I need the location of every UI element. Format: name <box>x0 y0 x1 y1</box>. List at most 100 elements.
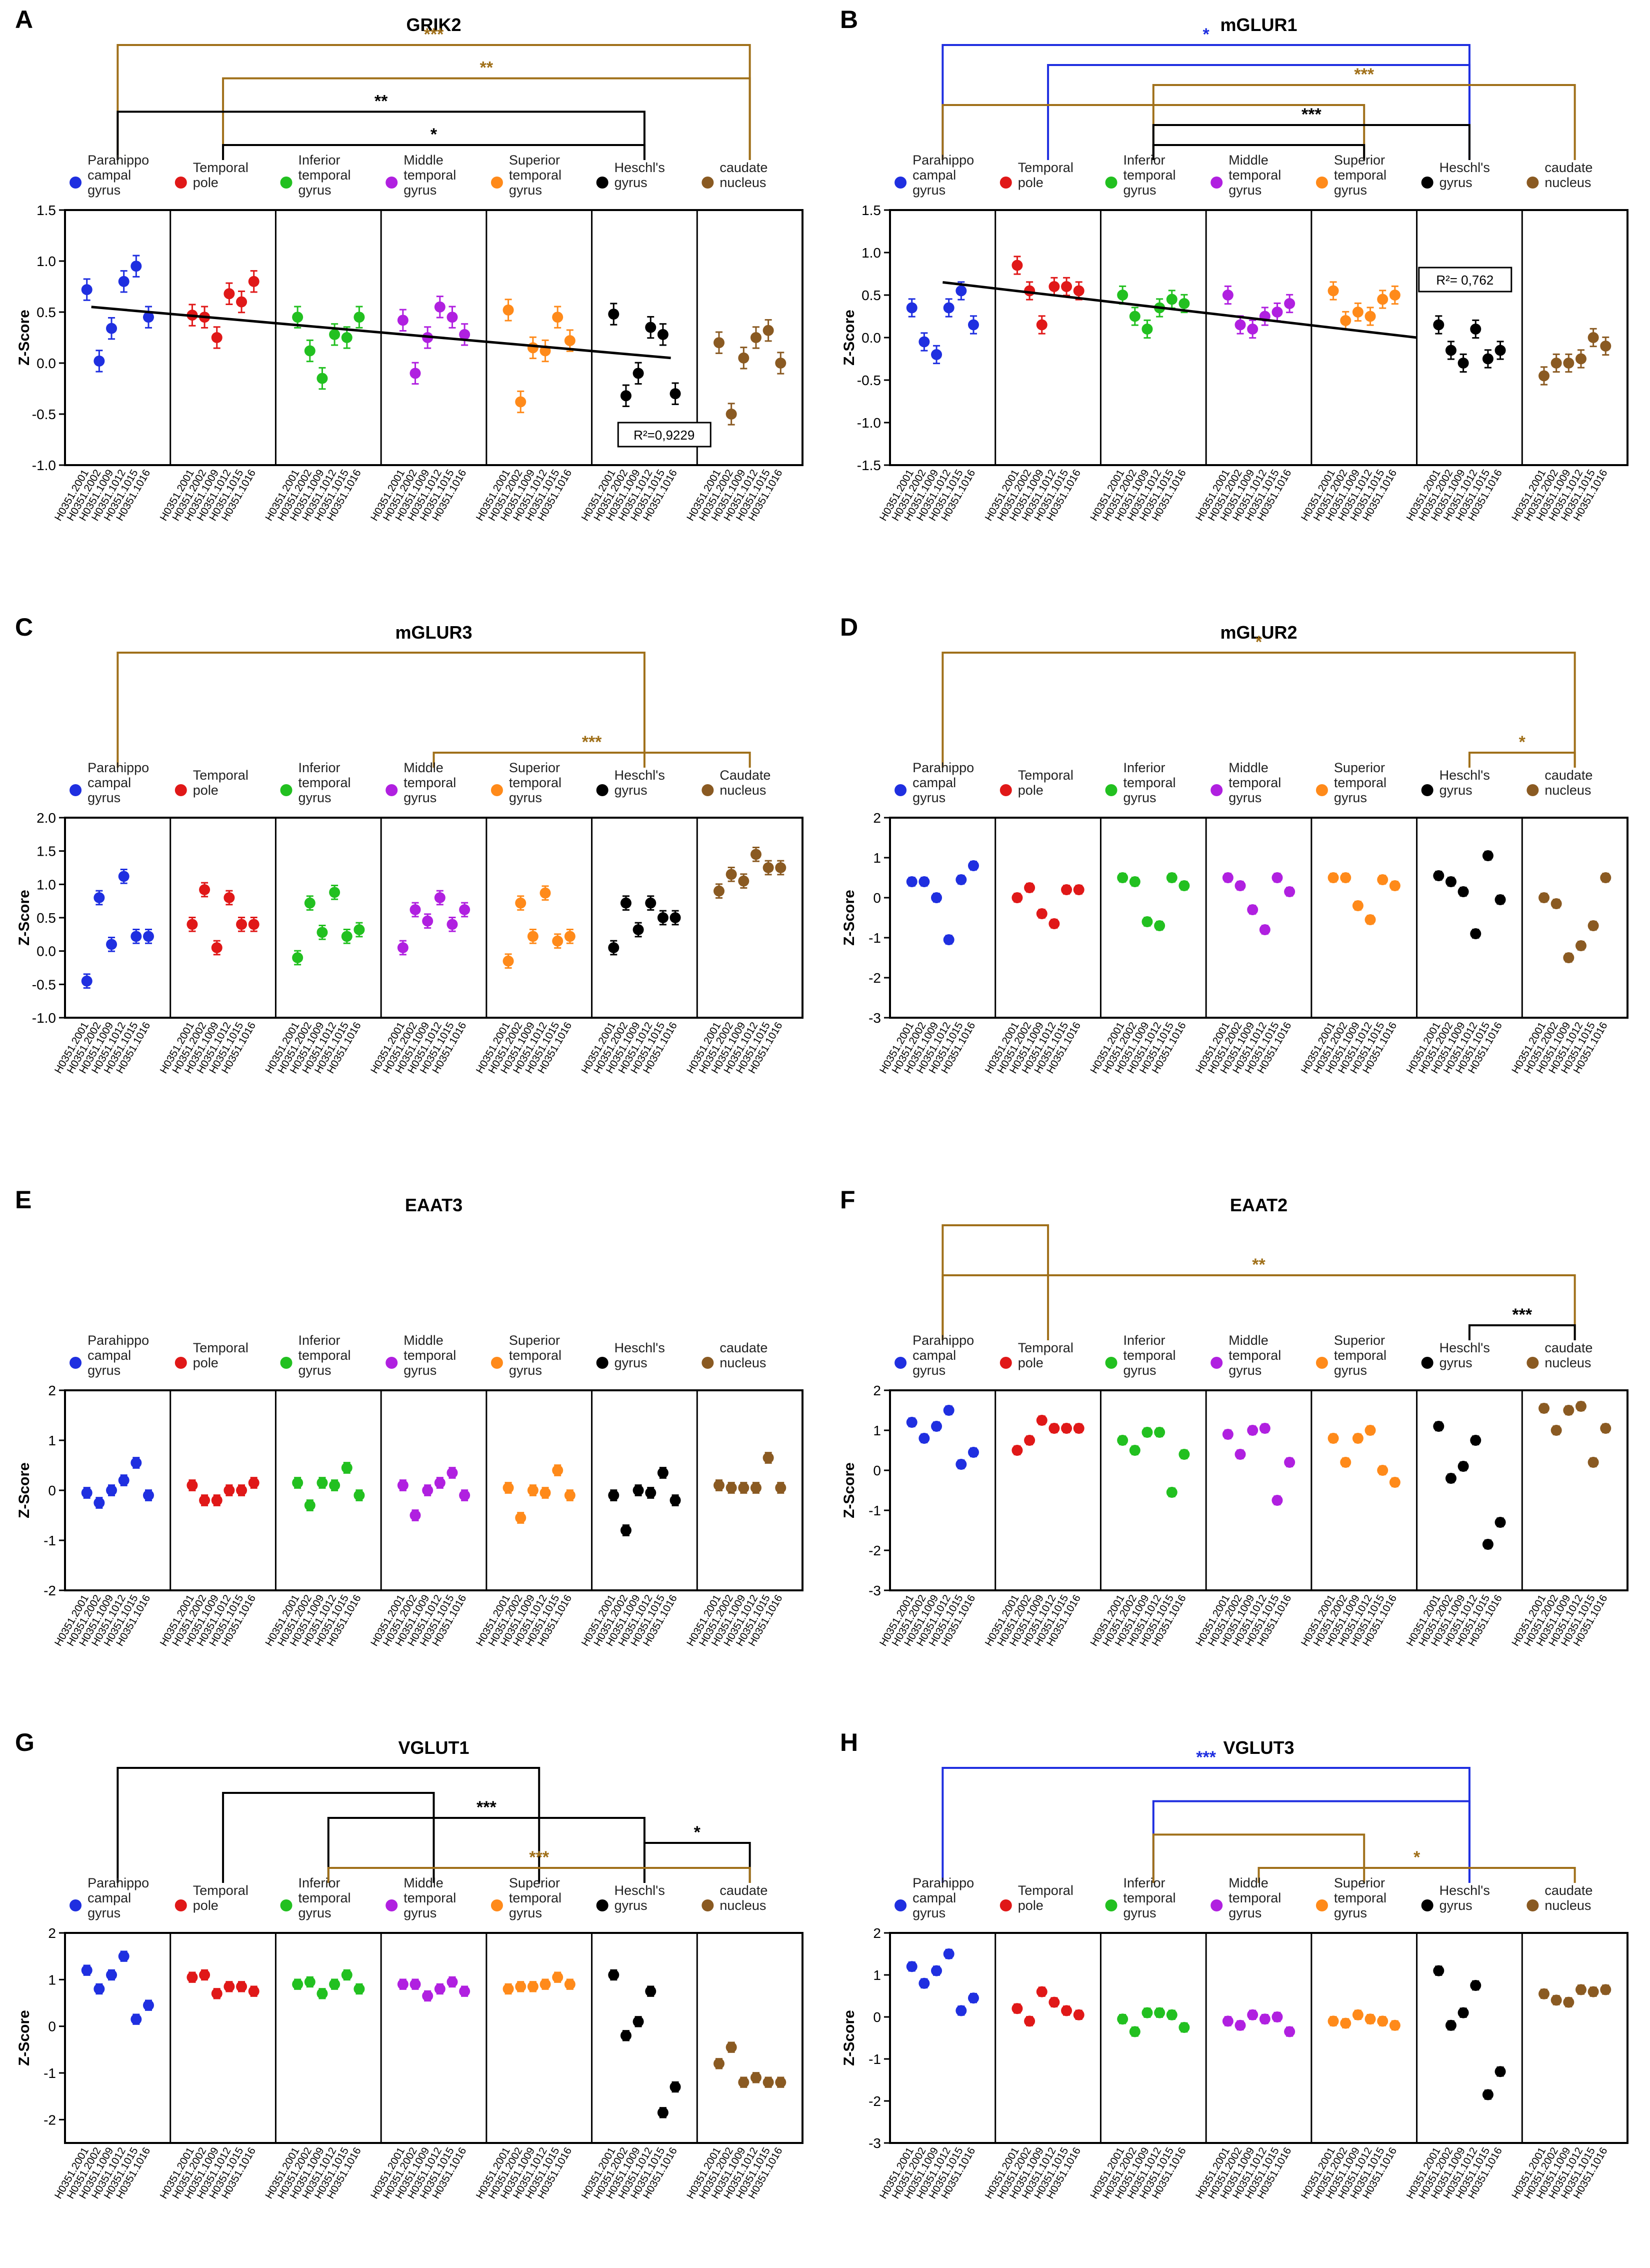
data-marker <box>657 329 668 340</box>
data-point <box>1538 366 1550 386</box>
data-marker <box>397 315 408 326</box>
legend-item: caudate nucleus <box>1526 768 1592 798</box>
data-point <box>292 1978 304 1990</box>
data-marker <box>186 1971 198 1983</box>
significance-label: * <box>1256 633 1262 652</box>
legend-label-line: gyrus <box>614 1898 648 1913</box>
legend-label-line: gyrus <box>1440 1355 1472 1370</box>
legend-item: Temporal pole <box>1000 1883 1074 1913</box>
legend-marker <box>280 784 292 796</box>
data-marker <box>1575 353 1586 365</box>
data-marker <box>211 942 222 953</box>
data-point <box>968 860 979 871</box>
data-marker <box>434 892 446 903</box>
data-point <box>1117 2013 1128 2025</box>
legend-label-line: Middle <box>1228 153 1268 168</box>
data-point <box>620 2030 632 2041</box>
data-marker <box>106 1969 118 1980</box>
y-tick-label: 1.0 <box>862 245 881 261</box>
bracket-line <box>643 1842 751 1883</box>
data-point <box>1377 874 1388 885</box>
data-marker <box>248 1477 260 1488</box>
data-point <box>248 270 260 293</box>
data-point <box>738 873 750 889</box>
legend-marker <box>386 1357 398 1369</box>
data-marker <box>106 939 118 950</box>
legend-marker <box>280 1357 292 1369</box>
significance-bracket <box>1152 144 1366 160</box>
data-point <box>943 298 954 318</box>
data-marker <box>459 329 470 340</box>
data-point <box>931 1965 942 1976</box>
y-tick-label: 1.5 <box>36 203 56 218</box>
data-marker <box>446 1976 458 1987</box>
data-point <box>738 1482 750 1494</box>
data-marker <box>1222 1429 1234 1440</box>
series-6 <box>1433 850 1506 939</box>
legend-label-line: nucleus <box>720 175 766 190</box>
data-point <box>118 1474 130 1486</box>
data-point <box>1024 1435 1036 1446</box>
data-point <box>931 892 942 903</box>
data-marker <box>1154 920 1166 931</box>
data-point <box>1036 908 1048 919</box>
data-marker <box>632 1485 644 1496</box>
legend-marker <box>70 1357 82 1369</box>
data-point <box>1178 1449 1190 1460</box>
legend-label-line: Heschl's <box>614 1340 665 1355</box>
data-marker <box>906 876 918 887</box>
legend-label-line: gyrus <box>614 783 648 798</box>
legend-label-line: campal <box>88 168 131 183</box>
legend-label-line: temporal <box>1334 1890 1386 1905</box>
data-point <box>515 1981 526 1992</box>
data-marker <box>1129 311 1140 322</box>
bracket-line <box>1152 124 1470 160</box>
legend-marker <box>490 784 503 796</box>
data-point <box>1364 1425 1376 1436</box>
legend-label: Heschl's gyrus <box>1440 1883 1490 1913</box>
legend-item: Superior temporal gyrus <box>490 153 562 198</box>
series-1 <box>81 1457 154 1509</box>
data-point <box>1154 1427 1166 1438</box>
legend-item: Parahippo campal gyrus <box>70 1875 149 1920</box>
data-marker <box>142 931 154 942</box>
legend-marker <box>1526 784 1539 796</box>
data-point <box>1142 2007 1153 2018</box>
legend-marker <box>174 177 187 189</box>
legend-label-line: gyrus <box>1124 183 1156 198</box>
data-point <box>1328 872 1339 883</box>
data-point <box>1550 1994 1562 2006</box>
legend-item: Middle temporal gyrus <box>1210 760 1281 805</box>
legend-marker <box>894 784 907 796</box>
data-marker <box>670 1495 681 1506</box>
data-marker <box>1129 1445 1140 1456</box>
series-2 <box>1012 882 1084 929</box>
data-point <box>94 890 105 906</box>
data-marker <box>94 892 105 903</box>
legend-label-line: temporal <box>1124 168 1176 183</box>
data-point <box>446 1976 458 1988</box>
data-point <box>918 1433 930 1444</box>
data-point <box>106 317 118 340</box>
legend-item: Superior temporal gyrus <box>490 1875 562 1920</box>
data-marker <box>1340 1457 1352 1468</box>
data-point <box>142 306 154 329</box>
data-point <box>738 347 750 370</box>
y-tick-label: 1.0 <box>36 877 56 892</box>
legend-item: Inferior temporal gyrus <box>1105 1875 1176 1920</box>
series-5 <box>1328 2009 1400 2031</box>
data-point <box>211 1494 222 1506</box>
data-marker <box>236 296 248 308</box>
data-point <box>726 866 737 882</box>
panel-letter: A <box>15 6 33 34</box>
legend-label-line: gyrus <box>1440 783 1472 798</box>
plot-frame <box>889 1389 1628 1591</box>
data-marker <box>1445 1473 1456 1484</box>
data-marker <box>354 312 365 323</box>
legend-marker <box>894 1357 907 1369</box>
data-point <box>1166 872 1178 883</box>
legend-marker <box>596 177 608 189</box>
data-point <box>1222 2015 1234 2027</box>
y-tick-label: -0.5 <box>32 407 56 422</box>
data-marker <box>1117 290 1128 301</box>
